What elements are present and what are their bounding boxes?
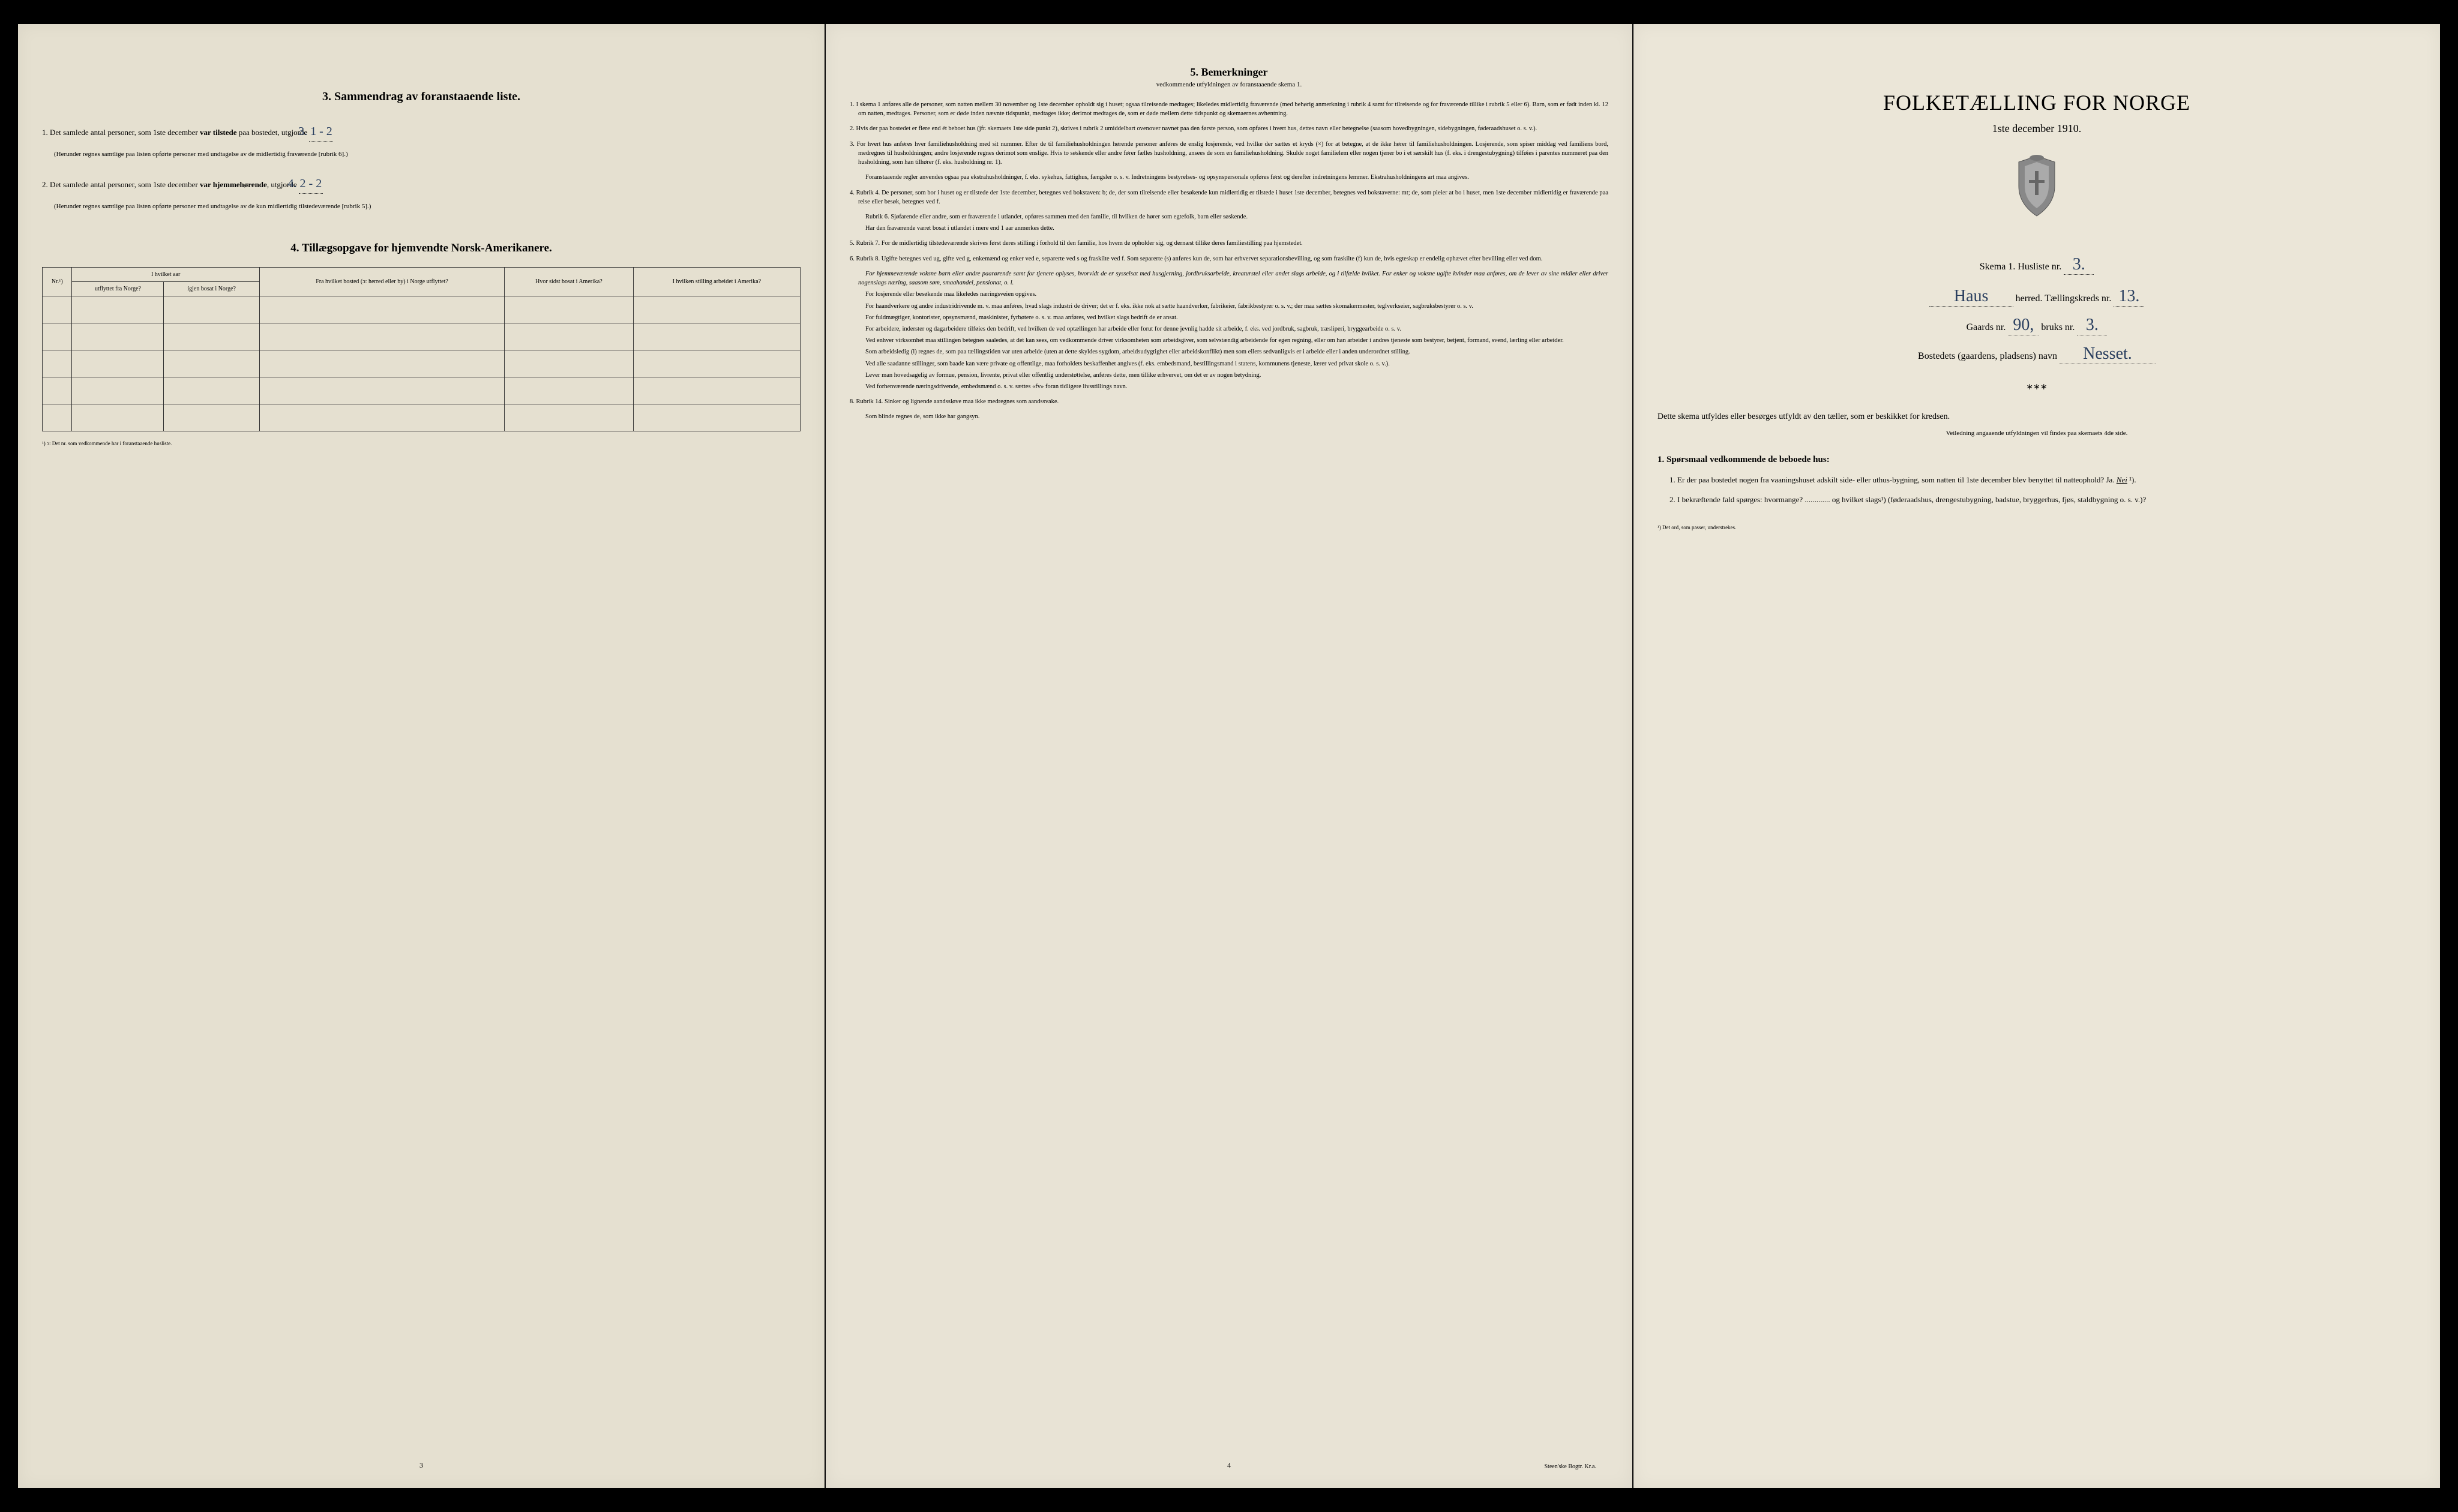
q1-text: 1. Er der paa bostedet nogen fra vaaning… <box>1669 475 2117 484</box>
table-row <box>43 404 801 431</box>
table-row <box>43 323 801 350</box>
table-row <box>43 350 801 377</box>
remark-7j: Lever man hovedsagelig av formue, pensio… <box>850 371 1608 380</box>
remark-8a: 8. Rubrik 14. Sinker og lignende aandssl… <box>850 397 1608 406</box>
panel-right: FOLKETÆLLING FOR NORGE 1ste december 191… <box>1633 24 2440 1488</box>
bosted-label: Bostedets (gaardens, pladsens) navn <box>1918 351 2060 361</box>
section3-title: 3. Sammendrag av foranstaaende liste. <box>42 90 801 104</box>
panel3-footnote: ¹) Det ord, som passer, understrekes. <box>1657 524 2416 530</box>
section4-title: 4. Tillægsopgave for hjemvendte Norsk-Am… <box>42 242 801 255</box>
remark-7k: Ved forhenværende næringsdrivende, embed… <box>850 382 1608 391</box>
census-document: 3. Sammendrag av foranstaaende liste. 1.… <box>18 24 2440 1488</box>
crest-icon <box>2010 153 2064 219</box>
table-row <box>43 296 801 323</box>
page-number: 4 <box>1227 1461 1231 1470</box>
guidance-note: Veiledning angaaende utfyldningen vil fi… <box>1657 430 2416 437</box>
schema-label: Skema 1. Husliste nr. <box>1980 262 2064 272</box>
question-2: 2. I bekræftende fald spørges: hvormange… <box>1669 494 2416 506</box>
th-returned: igjen bosat i Norge? <box>164 281 259 296</box>
bruk-label: bruks nr. <box>2041 322 2077 332</box>
table-header-row1: Nr.¹) I hvilket aar Fra hvilket bosted (… <box>43 267 801 281</box>
section5-title: 5. Bemerkninger <box>850 66 1608 79</box>
remark-7b: For hjemmeværende voksne barn eller andr… <box>850 269 1608 287</box>
th-nr: Nr.¹) <box>43 267 72 296</box>
remark-1: 1. I skema 1 anføres alle de personer, s… <box>850 100 1608 118</box>
bosted-line: Bostedets (gaardens, pladsens) navn Ness… <box>1657 344 2416 364</box>
section5-subtitle: vedkommende utfyldningen av foranstaaend… <box>850 81 1608 88</box>
remark-5: 5. Rubrik 7. For de midlertidig tilstede… <box>850 239 1608 248</box>
question-section-title: 1. Spørsmaal vedkommende de beboede hus: <box>1657 455 2416 465</box>
item1-note: (Herunder regnes samtlige paa listen opf… <box>54 150 801 159</box>
national-crest <box>1657 153 2416 219</box>
th-from: Fra hvilket bosted (ɔ: herred eller by) … <box>259 267 504 296</box>
item2-text-pre: 2. Det samlede antal personer, som 1ste … <box>42 180 200 189</box>
divider-ornament: ∗∗∗ <box>1657 382 2416 392</box>
remark-6: 6. Rubrik 8. Ugifte betegnes ved ug, gif… <box>850 254 1608 263</box>
gaard-line: Gaards nr. 90, bruks nr. 3. <box>1657 316 2416 335</box>
item2-bold: var hjemmehørende <box>200 180 267 189</box>
schema-line: Skema 1. Husliste nr. 3. <box>1657 255 2416 275</box>
question-1: 1. Er der paa bostedet nogen fra vaaning… <box>1669 474 2416 487</box>
item2-value: 4. 2 - 2 <box>299 174 323 194</box>
item2-note: (Herunder regnes samtlige paa listen opf… <box>54 202 801 211</box>
remark-7f: For arbeidere, inderster og dagarbeidere… <box>850 325 1608 334</box>
herred-name: Haus <box>1929 287 2013 307</box>
th-emigrated: utflyttet fra Norge? <box>72 281 164 296</box>
th-year: I hvilket aar <box>72 267 259 281</box>
remark-3b: Foranstaaende regler anvendes ogsaa paa … <box>850 173 1608 182</box>
item1-text-pre: 1. Det samlede antal personer, som 1ste … <box>42 128 200 137</box>
supplementary-table: Nr.¹) I hvilket aar Fra hvilket bosted (… <box>42 267 801 431</box>
item1-note-text: (Herunder regnes samtlige paa listen opf… <box>54 151 348 158</box>
remark-7c: For losjerende eller besøkende maa likel… <box>850 290 1608 299</box>
remark-7h: Som arbeidsledig (l) regnes de, som paa … <box>850 347 1608 356</box>
q1-suffix: ¹). <box>2127 475 2136 484</box>
page-number: 3 <box>419 1461 423 1470</box>
census-main-title: FOLKETÆLLING FOR NORGE <box>1657 90 2416 115</box>
remark-4b: Rubrik 6. Sjøfarende eller andre, som er… <box>850 212 1608 221</box>
remark-3a: 3. For hvert hus anføres hver familiehus… <box>850 140 1608 167</box>
item-1: 1. Det samlede antal personer, som 1ste … <box>42 122 801 142</box>
q1-answer: Nei <box>2117 475 2127 484</box>
herred-label: herred. Tællingskreds nr. <box>2016 293 2114 304</box>
th-occupation: I hvilken stilling arbeidet i Amerika? <box>633 267 800 296</box>
instruction-text: Dette skema utfyldes eller besørges utfy… <box>1657 410 2416 424</box>
husliste-number: 3. <box>2064 255 2094 275</box>
remark-8b: Som blinde regnes de, som ikke har gangs… <box>850 412 1608 421</box>
table-row <box>43 377 801 404</box>
item-2: 2. Det samlede antal personer, som 1ste … <box>42 174 801 194</box>
gaard-number: 90, <box>2008 316 2039 335</box>
table-footnote: ¹) ɔ: Det nr. som vedkommende har i fora… <box>42 440 801 446</box>
bosted-name: Nesset. <box>2060 344 2156 364</box>
remark-2: 2. Hvis der paa bostedet er flere end ét… <box>850 124 1608 133</box>
item1-bold: var tilstede <box>200 128 237 137</box>
printer-footer: Steen'ske Bogtr. Kr.a. <box>1544 1463 1596 1470</box>
remark-4c: Har den fraværende været bosat i utlande… <box>850 224 1608 233</box>
panel-left: 3. Sammendrag av foranstaaende liste. 1.… <box>18 24 825 1488</box>
item1-value: 3. 1 - 2 <box>309 122 333 142</box>
remark-7i: Ved alle saadanne stillinger, som baade … <box>850 359 1608 368</box>
remark-7e: For fuldmægtiger, kontorister, opsynsmæn… <box>850 313 1608 322</box>
kreds-number: 13. <box>2114 287 2144 307</box>
remark-4a: 4. Rubrik 4. De personer, som bor i huse… <box>850 188 1608 206</box>
item2-note-text: (Herunder regnes samtlige paa listen opf… <box>54 203 371 210</box>
census-date: 1ste december 1910. <box>1657 122 2416 135</box>
herred-line: Haus herred. Tællingskreds nr. 13. <box>1657 287 2416 307</box>
th-where: Hvor sidst bosat i Amerika? <box>505 267 634 296</box>
gaard-label: Gaards nr. <box>1967 322 2009 332</box>
remark-7d: For haandverkere og andre industridriven… <box>850 302 1608 311</box>
panel-middle: 5. Bemerkninger vedkommende utfyldningen… <box>826 24 1632 1488</box>
remark-7g: Ved enhver virksomhet maa stillingen bet… <box>850 336 1608 345</box>
bruk-number: 3. <box>2077 316 2107 335</box>
